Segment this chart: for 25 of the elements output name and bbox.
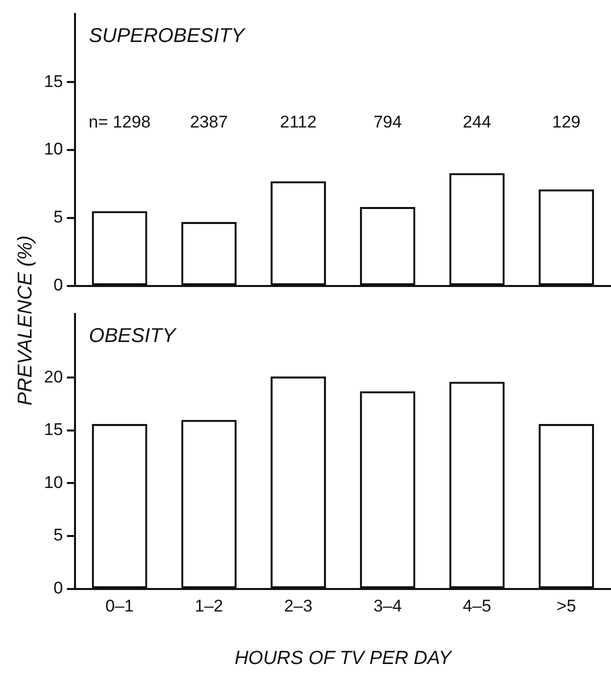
y-tick-label: 20 [44,367,63,386]
annotation: 129 [552,112,581,132]
y-axis-title: PREVALENCE (%) [14,234,38,406]
y-tick-label: 15 [44,420,63,440]
text: OBESITY [88,324,178,347]
y-tick-label: 15 [44,72,63,91]
x-tick-label: 4–5 [462,596,492,616]
y-tick-label: 0 [53,578,63,598]
y-tick-label: 0 [53,275,63,294]
x-tick-label: 0–1 [105,596,134,616]
y-tick-label: 10 [44,140,63,159]
annotation: 2112 [280,112,317,132]
text: SUPEROBESITY [88,24,246,47]
y-tick-label: 5 [53,526,63,545]
y-tick-label: 10 [44,472,63,492]
y-tick-label: 5 [53,208,63,227]
x-tick-label: >5 [556,596,576,616]
annotation: n= 1298 [88,112,151,132]
x-axis-title: HOURS OF TV PER DAY [234,648,453,669]
x-tick-label: 2–3 [284,596,312,616]
annotation: 2387 [190,112,228,132]
x-tick-label: 1–2 [194,596,224,616]
annotation: 244 [462,112,492,132]
annotation: 794 [373,112,402,132]
x-tick-label: 3–4 [373,596,402,616]
